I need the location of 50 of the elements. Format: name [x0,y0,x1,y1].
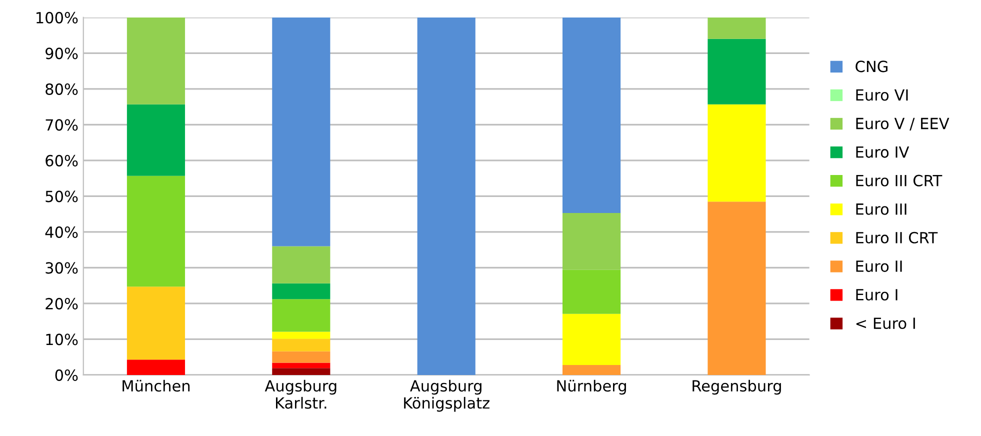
legend-label: Euro III [856,204,906,215]
x-tick-label: München [122,380,190,392]
legend-label: Euro III CRT [856,174,942,186]
legend-label: Euro II CRT [856,232,938,244]
legend-label: < Euro I [856,318,915,330]
y-tick-label: 30% [46,262,78,274]
bar [708,17,766,39]
x-tick-label: Regensburg [692,380,781,395]
x-tick-label: Augsburg Karlstr. [264,380,336,409]
bar [272,283,330,300]
bar [562,213,621,270]
y-tick-label: 50% [46,190,78,202]
bar [126,360,186,375]
bar [272,299,330,332]
y-tick-label: 100% [36,12,78,24]
bar [272,17,330,246]
bar [562,270,621,314]
bar [126,17,186,104]
bar [272,246,330,284]
bar [272,368,330,375]
y-tick-label: 0% [55,369,78,381]
y-tick-label: 70% [46,119,78,131]
bar [272,351,330,363]
legend-label: Euro IV [856,146,910,158]
legend-label: Euro II [856,260,902,272]
y-tick-label: 80% [46,83,78,95]
legend-label: Euro V / EEV [856,118,950,130]
bar [562,314,621,365]
bar [562,17,621,214]
y-tick-label: 10% [46,334,78,346]
y-tick-label: 90% [46,48,78,60]
legend-label: Euro I [856,289,898,301]
bar [126,104,186,176]
bar [272,338,330,352]
bar [126,176,186,287]
bar [126,286,186,360]
bar [272,362,330,368]
y-tick-label: 20% [46,298,78,310]
x-tick-label: Nürnberg [557,380,626,395]
bar [417,17,476,375]
bar [562,364,621,375]
bar [708,38,766,104]
legend-label: Euro VI [856,89,908,101]
y-tick-label: 40% [45,226,78,238]
x-tick-label: Augsburg Königsplatz [404,380,490,412]
bar [708,104,766,202]
y-tick-label: 60% [46,154,78,166]
legend-label: CNG [856,60,888,72]
bar [272,332,330,339]
bar [708,202,766,375]
